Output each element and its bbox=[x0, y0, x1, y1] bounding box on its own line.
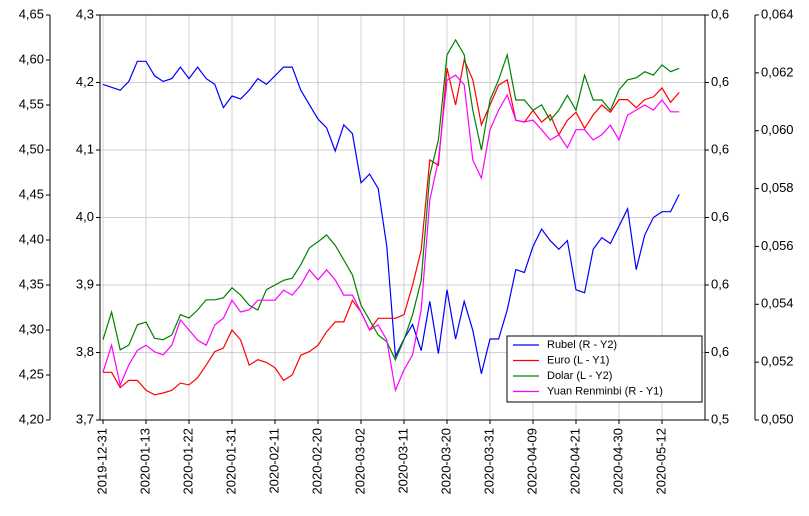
legend-label: Dolar (L - Y2) bbox=[547, 370, 612, 382]
x-tick-label: 2020-03-20 bbox=[438, 428, 453, 495]
x-tick-label: 2020-02-11 bbox=[266, 428, 281, 494]
x-tick-label: 2020-05-12 bbox=[653, 428, 668, 495]
y-tick-label: 4,2 bbox=[76, 74, 94, 89]
y-tick-label: 0,060 bbox=[761, 122, 794, 137]
legend-label: Rubel (R - Y2) bbox=[547, 339, 617, 351]
y-tick-label: 4,65 bbox=[19, 6, 44, 21]
x-tick-label: 2020-03-11 bbox=[395, 428, 410, 494]
x-tick-label: 2020-04-21 bbox=[567, 428, 582, 495]
y-tick-label: 0,6 bbox=[711, 6, 729, 21]
y-tick-label: 4,20 bbox=[19, 411, 44, 426]
y-tick-label: 4,60 bbox=[19, 51, 44, 66]
y-tick-label: 4,45 bbox=[19, 186, 44, 201]
y-tick-label: 4,0 bbox=[76, 209, 94, 224]
y-tick-label: 3,8 bbox=[76, 344, 94, 359]
x-tick-label: 2020-01-22 bbox=[180, 428, 195, 495]
x-tick-label: 2019-12-31 bbox=[94, 428, 109, 495]
y-tick-label: 0,5 bbox=[711, 411, 729, 426]
y-tick-label: 0,6 bbox=[711, 141, 729, 156]
x-tick-label: 2020-03-31 bbox=[481, 428, 496, 495]
x-tick-label: 2020-02-20 bbox=[309, 428, 324, 495]
x-tick-label: 2020-04-30 bbox=[610, 428, 625, 495]
y-tick-label: 0,058 bbox=[761, 180, 794, 195]
y-tick-label: 4,35 bbox=[19, 276, 44, 291]
y-tick-label: 4,50 bbox=[19, 141, 44, 156]
y-tick-label: 0,050 bbox=[761, 411, 794, 426]
series-line bbox=[102, 60, 680, 374]
series-line bbox=[103, 57, 680, 396]
y-tick-label: 0,056 bbox=[761, 238, 794, 253]
series-line bbox=[102, 38, 680, 362]
legend-label: Yuan Renminbi (R - Y1) bbox=[547, 385, 663, 397]
y-tick-label: 4,25 bbox=[19, 366, 44, 381]
y-tick-label: 0,6 bbox=[711, 209, 729, 224]
y-tick-label: 4,1 bbox=[76, 141, 94, 156]
y-tick-label: 0,6 bbox=[711, 344, 729, 359]
legend-label: Euro (L - Y1) bbox=[547, 354, 609, 366]
y-tick-label: 0,062 bbox=[761, 64, 794, 79]
y-tick-label: 0,6 bbox=[711, 276, 729, 291]
y-tick-label: 4,3 bbox=[76, 6, 94, 21]
y-tick-label: 0,064 bbox=[761, 6, 794, 21]
y-tick-label: 0,6 bbox=[711, 74, 729, 89]
legend-box bbox=[506, 335, 703, 403]
y-tick-label: 3,9 bbox=[76, 276, 94, 291]
y-tick-label: 4,30 bbox=[19, 321, 44, 336]
x-tick-label: 2020-01-31 bbox=[223, 428, 238, 495]
y-tick-label: 4,55 bbox=[19, 96, 44, 111]
y-tick-label: 4,40 bbox=[19, 231, 44, 246]
x-tick-label: 2020-04-09 bbox=[524, 428, 539, 495]
series-line bbox=[102, 74, 680, 393]
y-tick-label: 0,052 bbox=[761, 354, 794, 369]
y-tick-label: 0,054 bbox=[761, 296, 794, 311]
x-tick-label: 2020-03-02 bbox=[352, 428, 367, 495]
y-tick-label: 3,7 bbox=[76, 411, 94, 426]
x-tick-label: 2020-01-13 bbox=[137, 428, 152, 495]
